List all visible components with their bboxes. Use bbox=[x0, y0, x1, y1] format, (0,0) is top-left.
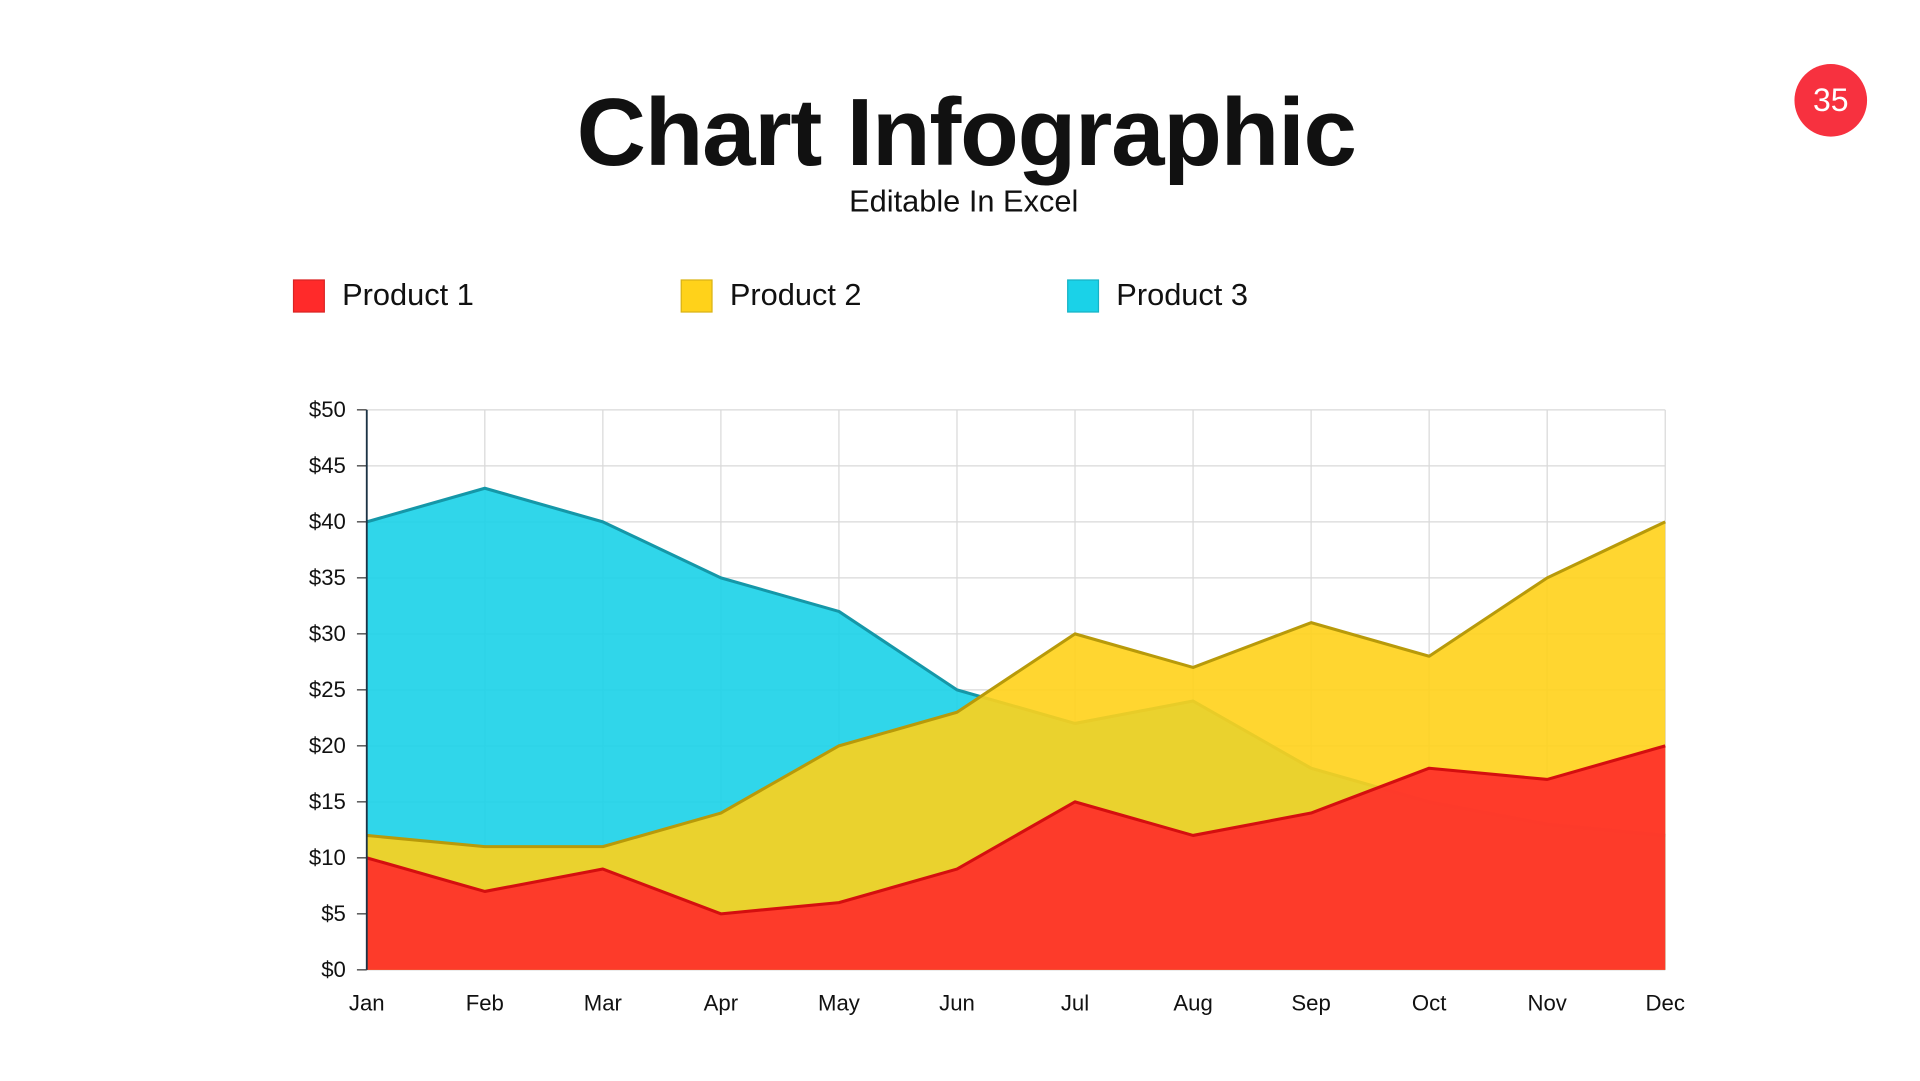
x-tick-label: Apr bbox=[704, 990, 738, 1015]
y-tick-label: $50 bbox=[309, 397, 346, 422]
y-tick-label: $0 bbox=[321, 957, 346, 982]
x-tick-label: Feb bbox=[466, 990, 504, 1015]
y-tick-label: $35 bbox=[309, 565, 346, 590]
x-tick-label: Dec bbox=[1646, 990, 1685, 1015]
y-tick-label: $45 bbox=[309, 453, 346, 478]
x-tick-label: Mar bbox=[584, 990, 622, 1015]
y-tick-label: $20 bbox=[309, 733, 346, 758]
y-tick-label: $15 bbox=[309, 789, 346, 814]
x-tick-label: Nov bbox=[1528, 990, 1567, 1015]
y-tick-label: $25 bbox=[309, 677, 346, 702]
x-tick-label: Aug bbox=[1173, 990, 1212, 1015]
y-tick-label: $40 bbox=[309, 509, 346, 534]
x-tick-label: Jul bbox=[1061, 990, 1089, 1015]
x-tick-label: May bbox=[818, 990, 861, 1015]
y-tick-label: $30 bbox=[309, 621, 346, 646]
x-tick-label: Jan bbox=[349, 990, 385, 1015]
y-tick-label: $10 bbox=[309, 845, 346, 870]
x-tick-label: Sep bbox=[1291, 990, 1330, 1015]
x-tick-label: Jun bbox=[939, 990, 975, 1015]
y-tick-label: $5 bbox=[321, 901, 346, 926]
x-tick-label: Oct bbox=[1412, 990, 1446, 1015]
